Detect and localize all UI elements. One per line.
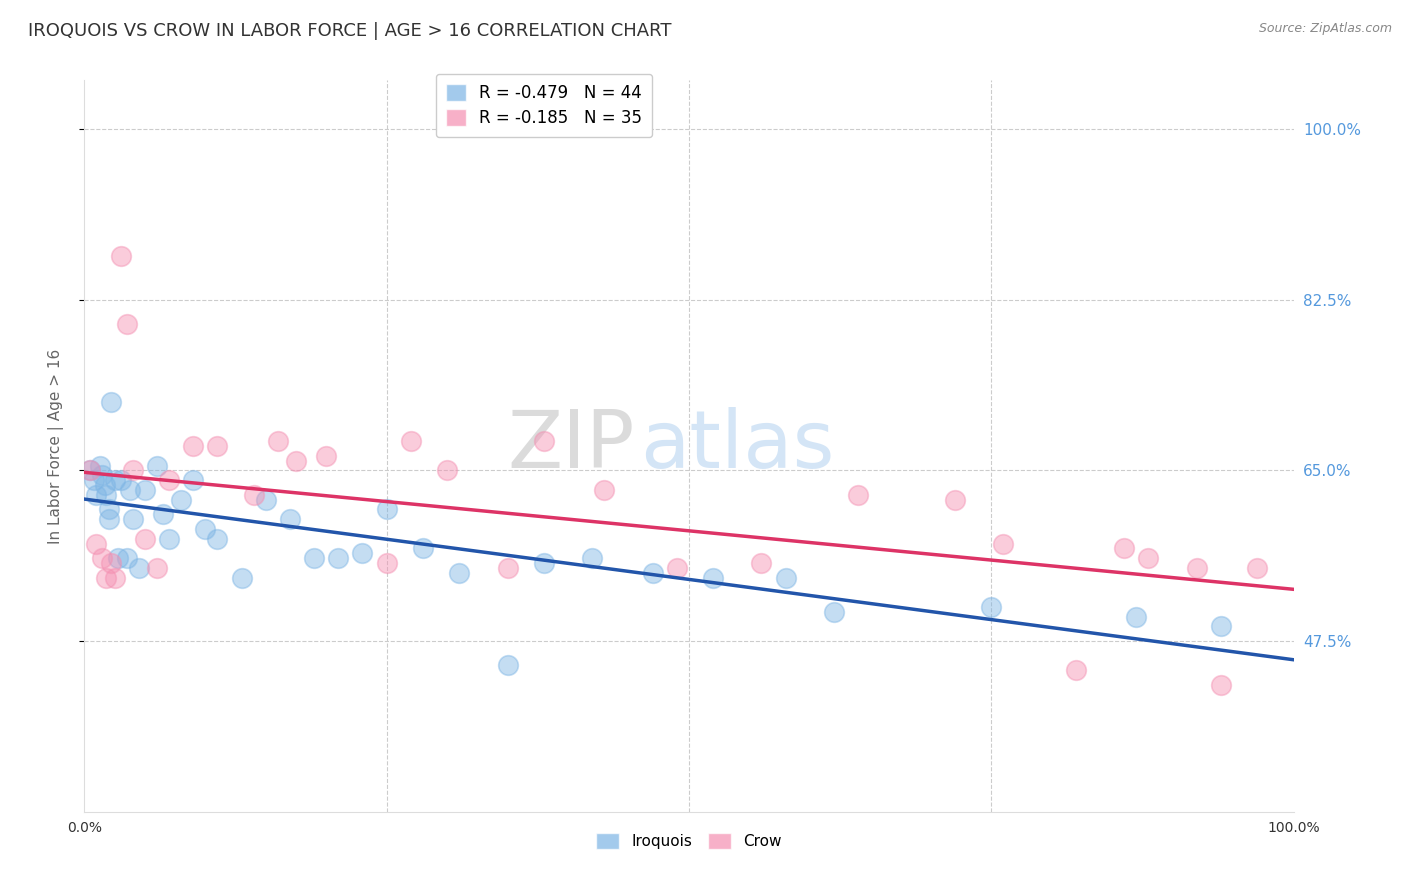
Point	[83, 473, 105, 487]
Point	[284, 453, 308, 467]
Point	[993, 536, 1015, 550]
Point	[157, 473, 180, 487]
Point	[79, 463, 101, 477]
Point	[1246, 561, 1268, 575]
Point	[94, 571, 117, 585]
Point	[375, 556, 398, 570]
Point	[665, 561, 688, 575]
Point	[134, 532, 156, 546]
Point	[1209, 619, 1232, 633]
Point	[104, 571, 127, 585]
Point	[375, 502, 398, 516]
Point	[231, 571, 253, 585]
Point	[533, 556, 555, 570]
Point	[121, 463, 143, 477]
Point	[242, 488, 264, 502]
Point	[157, 532, 180, 546]
Point	[110, 249, 132, 263]
Point	[254, 492, 277, 507]
Point	[593, 483, 616, 497]
Point	[315, 449, 337, 463]
Point	[121, 512, 143, 526]
Point	[846, 488, 869, 502]
Point	[399, 434, 422, 449]
Point	[107, 551, 129, 566]
Point	[100, 556, 122, 570]
Point	[120, 483, 142, 497]
Y-axis label: In Labor Force | Age > 16: In Labor Force | Age > 16	[48, 349, 63, 543]
Point	[170, 492, 193, 507]
Point	[110, 473, 132, 487]
Point	[115, 551, 138, 566]
Point	[181, 439, 204, 453]
Point	[980, 599, 1002, 614]
Point	[89, 458, 111, 473]
Point	[94, 488, 117, 502]
Point	[496, 658, 519, 673]
Point	[328, 551, 350, 566]
Text: atlas: atlas	[641, 407, 835, 485]
Point	[146, 458, 169, 473]
Point	[134, 483, 156, 497]
Point	[412, 541, 434, 556]
Point	[181, 473, 204, 487]
Point	[146, 561, 169, 575]
Point	[1114, 541, 1136, 556]
Point	[496, 561, 519, 575]
Text: IROQUOIS VS CROW IN LABOR FORCE | AGE > 16 CORRELATION CHART: IROQUOIS VS CROW IN LABOR FORCE | AGE > …	[28, 22, 672, 40]
Point	[775, 571, 797, 585]
Point	[194, 522, 217, 536]
Point	[751, 556, 773, 570]
Point	[278, 512, 301, 526]
Point	[1137, 551, 1160, 566]
Point	[267, 434, 290, 449]
Text: ZIP: ZIP	[508, 407, 634, 485]
Point	[94, 478, 117, 492]
Point	[302, 551, 325, 566]
Point	[702, 571, 724, 585]
Point	[823, 605, 845, 619]
Point	[91, 468, 114, 483]
Point	[581, 551, 603, 566]
Point	[1064, 663, 1087, 677]
Point	[1185, 561, 1208, 575]
Point	[207, 532, 229, 546]
Point	[436, 463, 458, 477]
Point	[352, 546, 374, 560]
Point	[86, 536, 108, 550]
Point	[91, 551, 114, 566]
Point	[86, 488, 108, 502]
Point	[943, 492, 966, 507]
Point	[100, 395, 122, 409]
Text: Source: ZipAtlas.com: Source: ZipAtlas.com	[1258, 22, 1392, 36]
Point	[1125, 609, 1147, 624]
Point	[128, 561, 150, 575]
Point	[97, 512, 120, 526]
Point	[104, 473, 127, 487]
Point	[152, 508, 174, 522]
Point	[97, 502, 120, 516]
Point	[641, 566, 664, 580]
Point	[1209, 678, 1232, 692]
Point	[115, 317, 138, 331]
Point	[207, 439, 229, 453]
Legend: Iroquois, Crow: Iroquois, Crow	[591, 827, 787, 855]
Point	[533, 434, 555, 449]
Point	[79, 463, 101, 477]
Point	[449, 566, 471, 580]
